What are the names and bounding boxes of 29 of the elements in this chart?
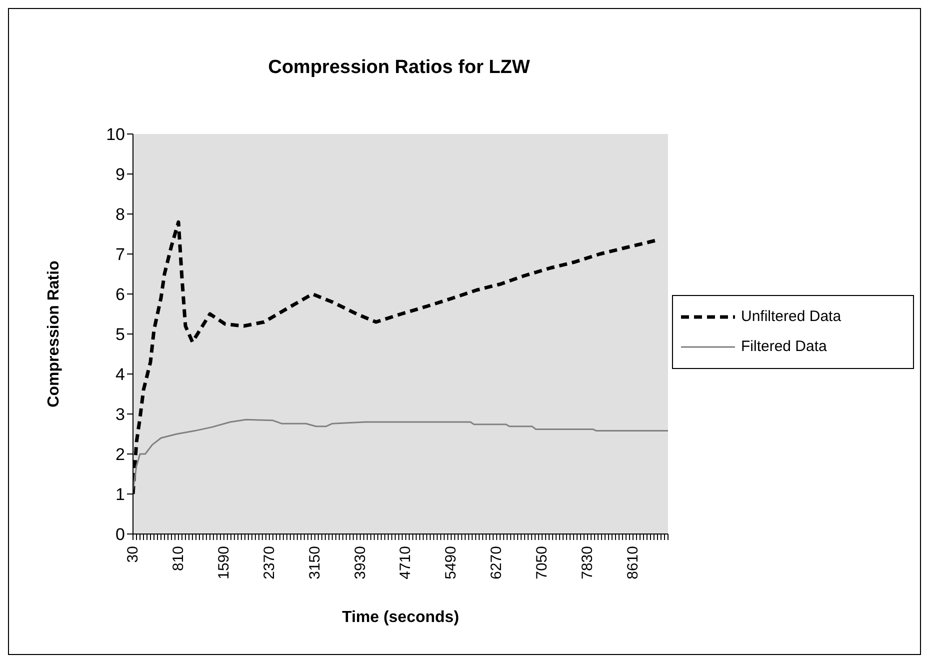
y-tick-label: 10 (106, 125, 125, 144)
y-axis-title: Compression Ratio (46, 260, 63, 408)
x-tick-label: 5490 (442, 546, 460, 580)
y-tick-label: 2 (116, 445, 125, 464)
y-tick-label: 1 (116, 485, 125, 504)
x-tick-label: 1590 (215, 546, 232, 580)
line-series (133, 418, 668, 491)
y-tick-label: 5 (116, 325, 125, 344)
x-tick-label: 4710 (397, 546, 414, 580)
x-tick-label: 7830 (579, 546, 596, 580)
y-tick-label: 0 (116, 525, 125, 544)
x-tick-label: 810 (170, 546, 187, 572)
y-tick-label: 3 (116, 405, 125, 424)
x-tick-label: 3930 (352, 546, 369, 580)
y-tick-label: 7 (116, 245, 125, 264)
x-tick-label: 8610 (624, 546, 642, 580)
y-tick-label: 4 (116, 365, 125, 384)
y-tick-label: 9 (116, 165, 125, 184)
y-tick-label: 6 (116, 285, 125, 304)
x-axis-title: Time (seconds) (342, 609, 460, 626)
y-tick-label: 8 (116, 205, 125, 224)
x-tick-label: 2370 (260, 546, 278, 580)
legend-label: Filtered Data (741, 338, 827, 355)
chart-title: Compression Ratios for LZW (267, 57, 531, 79)
x-tick-label: 3150 (306, 546, 324, 580)
legend-label: Unfiltered Data (741, 308, 842, 325)
x-tick-label: 30 (124, 546, 142, 563)
x-tick-label: 6270 (488, 546, 506, 580)
x-tick-label: 7050 (534, 546, 551, 580)
